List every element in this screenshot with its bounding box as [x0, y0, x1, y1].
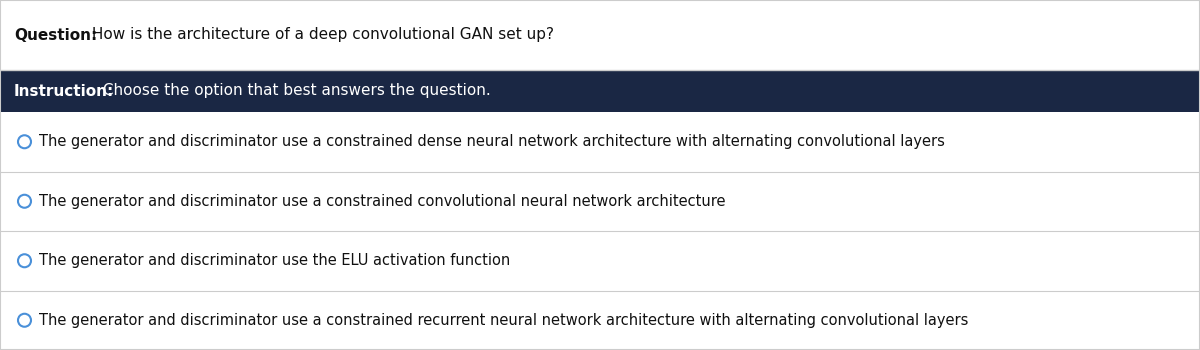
Text: Question:: Question:	[14, 28, 97, 42]
Text: The generator and discriminator use a constrained convolutional neural network a: The generator and discriminator use a co…	[38, 194, 726, 209]
Text: The generator and discriminator use a constrained recurrent neural network archi: The generator and discriminator use a co…	[38, 313, 968, 328]
FancyBboxPatch shape	[0, 0, 1200, 70]
Text: Instruction:: Instruction:	[14, 84, 114, 98]
FancyBboxPatch shape	[0, 112, 1200, 172]
Text: How is the architecture of a deep convolutional GAN set up?: How is the architecture of a deep convol…	[88, 28, 554, 42]
Text: The generator and discriminator use the ELU activation function: The generator and discriminator use the …	[38, 253, 510, 268]
Text: The generator and discriminator use a constrained dense neural network architect: The generator and discriminator use a co…	[38, 134, 944, 149]
FancyBboxPatch shape	[0, 231, 1200, 290]
FancyBboxPatch shape	[0, 70, 1200, 112]
FancyBboxPatch shape	[0, 290, 1200, 350]
FancyBboxPatch shape	[0, 172, 1200, 231]
Text: Choose the option that best answers the question.: Choose the option that best answers the …	[98, 84, 491, 98]
